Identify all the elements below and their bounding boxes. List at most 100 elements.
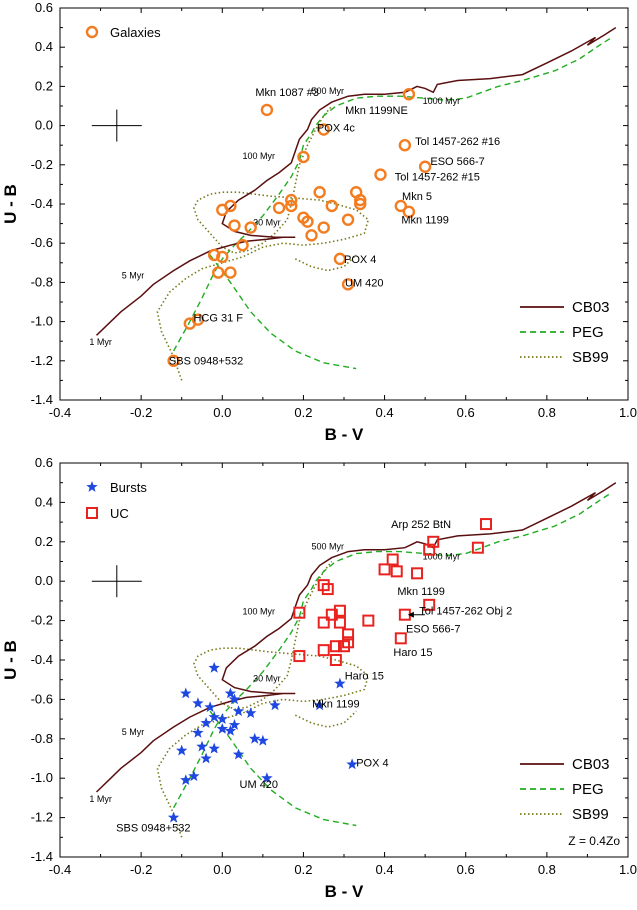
bottom-uc-point [338, 640, 350, 653]
bottom-age-label: 1 Myr [89, 794, 112, 804]
bottom-legend-uc-marker [86, 507, 98, 519]
bottom-y-tick-label: -0.6 [31, 691, 53, 706]
bottom-bursts-point [257, 734, 269, 746]
bottom-age-label: 100 Myr [243, 607, 276, 617]
bottom-bursts-point [188, 770, 200, 782]
bottom-uc-point [386, 553, 399, 566]
top-galaxies-point [394, 199, 407, 213]
bottom-legend-sb99-label: SB99 [572, 806, 609, 823]
top-galaxies-point [216, 250, 229, 264]
top-age-label: 1 Myr [89, 337, 112, 347]
bottom-object-label: Mkn 1199 [397, 586, 445, 598]
top-sb99-track-branch [294, 254, 357, 272]
top-peg-track-branch [209, 254, 357, 370]
bottom-y-axis-label: U - B [1, 640, 20, 680]
bottom-x-tick-label: 0.8 [538, 862, 556, 877]
bottom-object-label: Haro 15 [393, 647, 432, 659]
bottom-object-label: SBS 0948+532 [116, 822, 190, 834]
bottom-uc-point [329, 640, 342, 653]
top-galaxies-point [341, 213, 355, 226]
bottom-age-label: 30 Myr [253, 674, 281, 684]
top-x-tick-label: -0.4 [49, 405, 71, 420]
top-y-tick-label: -1.2 [31, 353, 53, 368]
top-galaxies-point [228, 219, 241, 232]
bottom-bursts-point [216, 723, 228, 734]
top-galaxies-point [191, 313, 205, 326]
bottom-bursts-point [192, 726, 204, 738]
top-y-tick-label: -0.6 [31, 235, 53, 250]
top-galaxies-point [354, 193, 367, 207]
top-y-tick-label: -1.4 [31, 392, 53, 407]
top-x-tick-label: -0.2 [130, 405, 152, 420]
bottom-uc-point [390, 565, 403, 578]
top-object-label: HCG 31 F [193, 313, 243, 325]
bottom-bursts-point [200, 717, 212, 728]
bottom-y-tick-label: 0.0 [35, 573, 53, 588]
bottom-object-label: Tol 1457-262 Obj 2 [419, 606, 512, 618]
bottom-bursts-point [208, 742, 220, 754]
top-galaxies-point [285, 193, 298, 207]
top-y-tick-label: -1.0 [31, 314, 53, 329]
top-age-label: 30 Myr [253, 218, 281, 228]
top-age-label: 100 Myr [243, 151, 276, 161]
bottom-bursts-point [180, 687, 192, 699]
bottom-uc-point [317, 644, 330, 657]
top-y-tick-label: 0.2 [35, 78, 53, 93]
top-plot-frame [59, 7, 629, 401]
top-y-tick-label: -0.4 [31, 196, 53, 211]
top-galaxies-point [374, 168, 387, 181]
bottom-annotation-arrowhead [407, 611, 414, 618]
bottom-x-tick-label: 0.0 [213, 862, 231, 877]
bottom-age-label: 5 Myr [122, 727, 145, 737]
bottom-y-tick-label: 0.4 [35, 494, 53, 509]
top-galaxies-point [260, 103, 274, 117]
bottom-uc-point [293, 606, 306, 619]
bottom-peg-track [172, 492, 613, 809]
top-galaxies-point [224, 199, 237, 213]
top-object-label: ESO 566-7 [430, 156, 484, 168]
top-galaxies-point [285, 199, 298, 213]
bottom-object-label: Mkn 1199 [312, 698, 360, 710]
bottom-x-axis-label: B - V [325, 882, 364, 901]
bottom-uc-point [342, 628, 355, 641]
top-galaxies-point [341, 278, 355, 291]
bottom-y-tick-label: -1.4 [31, 849, 53, 864]
bottom-legend-uc-label: UC [110, 506, 129, 521]
bottom-bursts-point [200, 752, 212, 764]
top-galaxies-point [325, 199, 339, 213]
top-galaxies-point [305, 229, 318, 242]
bottom-bursts-point [232, 705, 245, 717]
bottom-uc-point [329, 654, 342, 666]
top-object-label: Mkn 5 [402, 191, 432, 203]
top-object-label: UM 420 [345, 277, 384, 289]
bottom-bursts-point [196, 740, 208, 752]
top-galaxies-point [317, 123, 330, 136]
bottom-uc-point [394, 632, 407, 645]
bottom-y-tick-label: -0.8 [31, 731, 53, 746]
top-y-tick-label: -0.8 [31, 274, 53, 289]
top-y-tick-label: -0.2 [31, 157, 53, 172]
bottom-uc-point [378, 563, 391, 576]
top-object-label: POX 4c [317, 122, 355, 134]
bottom-uc-point [293, 650, 306, 663]
top-legend-sb99-label: SB99 [572, 349, 609, 366]
bottom-bursts-point [192, 697, 204, 709]
bottom-x-tick-label: 0.4 [376, 862, 394, 877]
top-x-tick-label: 0.0 [213, 405, 231, 420]
bottom-metallicity-note: Z = 0.4Zo [568, 834, 620, 848]
top-age-label: 5 Myr [122, 270, 145, 280]
bottom-bursts-point [167, 811, 180, 823]
top-x-tick-label: 1.0 [619, 405, 637, 420]
top-galaxies-point [354, 197, 367, 211]
top-galaxies-point [402, 205, 416, 219]
bottom-y-tick-label: -1.0 [31, 770, 53, 785]
bottom-uc-point [321, 583, 334, 596]
bottom-legend-bursts-label: Bursts [110, 480, 147, 495]
top-age-label: 1000 Myr [423, 96, 461, 106]
bottom-y-tick-label: -0.2 [31, 613, 53, 628]
bottom-bursts-point [261, 772, 273, 784]
bottom-bursts-point [228, 693, 241, 705]
top-object-label: Tol 1457-262 #15 [395, 171, 480, 183]
bottom-object-label: UM 420 [240, 779, 279, 791]
bottom-uc-point [362, 614, 375, 627]
